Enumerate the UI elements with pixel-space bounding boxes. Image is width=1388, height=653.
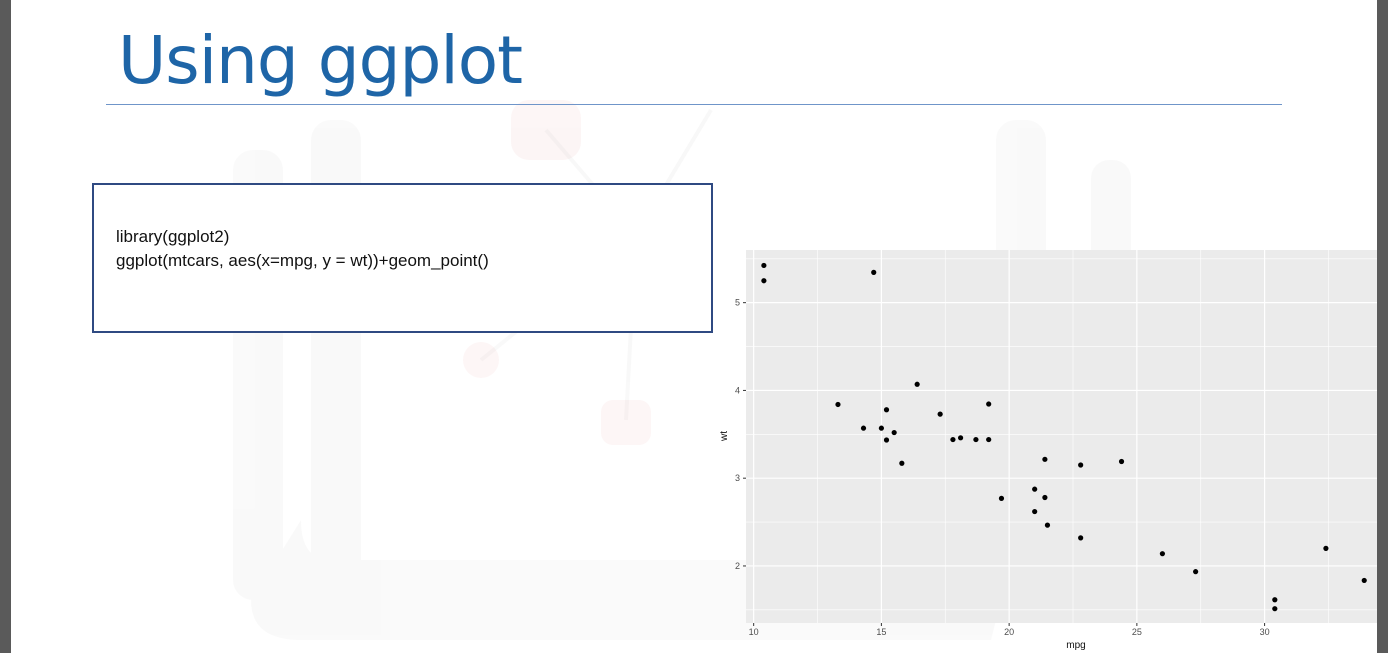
y-tick-label: 3 (735, 473, 740, 483)
data-point (899, 460, 905, 466)
data-point (1078, 535, 1084, 541)
data-point (957, 435, 964, 441)
x-tick-label: 10 (749, 627, 759, 637)
y-axis-title: wt (719, 431, 730, 442)
data-point (1159, 551, 1166, 557)
data-point (1042, 456, 1048, 462)
x-axis-title: mpg (1066, 640, 1085, 651)
code-line-library: library(ggplot2) (116, 227, 230, 246)
data-point (973, 436, 979, 443)
code-line-ggplot: ggplot(mtcars, aes(x=mpg, y = wt))+geom_… (116, 251, 489, 270)
data-point (1042, 494, 1048, 501)
axis-ticks: 10 15 20 25 30 2 3 4 5 (735, 298, 1270, 637)
data-point (1272, 606, 1278, 612)
data-point (1044, 522, 1051, 528)
x-tick-label: 30 (1260, 627, 1270, 637)
data-point (1078, 462, 1084, 468)
data-point (1032, 486, 1038, 492)
data-point (883, 407, 890, 413)
y-tick-label: 4 (735, 385, 740, 395)
data-point (891, 429, 897, 436)
data-point (860, 425, 867, 431)
code-box: library(ggplot2) ggplot(mtcars, aes(x=mp… (92, 183, 713, 333)
data-point (914, 381, 920, 387)
data-point (937, 411, 943, 417)
y-tick-label: 2 (735, 561, 740, 571)
data-point (1118, 458, 1125, 465)
data-point (883, 437, 890, 443)
plot-panel (746, 250, 1377, 623)
x-tick-label: 15 (876, 627, 886, 637)
data-point (986, 401, 992, 407)
title-underline (106, 104, 1282, 105)
y-tick-label: 5 (735, 298, 740, 308)
data-point (1032, 508, 1038, 515)
data-point (835, 401, 841, 408)
data-point (1361, 577, 1367, 584)
data-points (761, 262, 1367, 612)
data-point (1323, 545, 1329, 551)
data-point (761, 262, 767, 269)
scatter-plot: 10 15 20 25 30 2 3 4 5 mpg wt (719, 250, 1377, 651)
slide: Using ggplot library(ggplot2) ggplot(mtc… (11, 0, 1377, 653)
x-tick-label: 20 (1004, 627, 1014, 637)
grid-lines (746, 250, 1377, 623)
data-point (1193, 569, 1199, 575)
data-point (998, 495, 1005, 501)
data-point (878, 425, 884, 431)
x-tick-label: 25 (1132, 627, 1142, 637)
data-point (986, 436, 992, 443)
data-point (950, 436, 956, 443)
data-point (871, 269, 877, 275)
data-point (1272, 597, 1278, 603)
slide-title: Using ggplot (118, 22, 523, 99)
data-point (761, 278, 767, 284)
